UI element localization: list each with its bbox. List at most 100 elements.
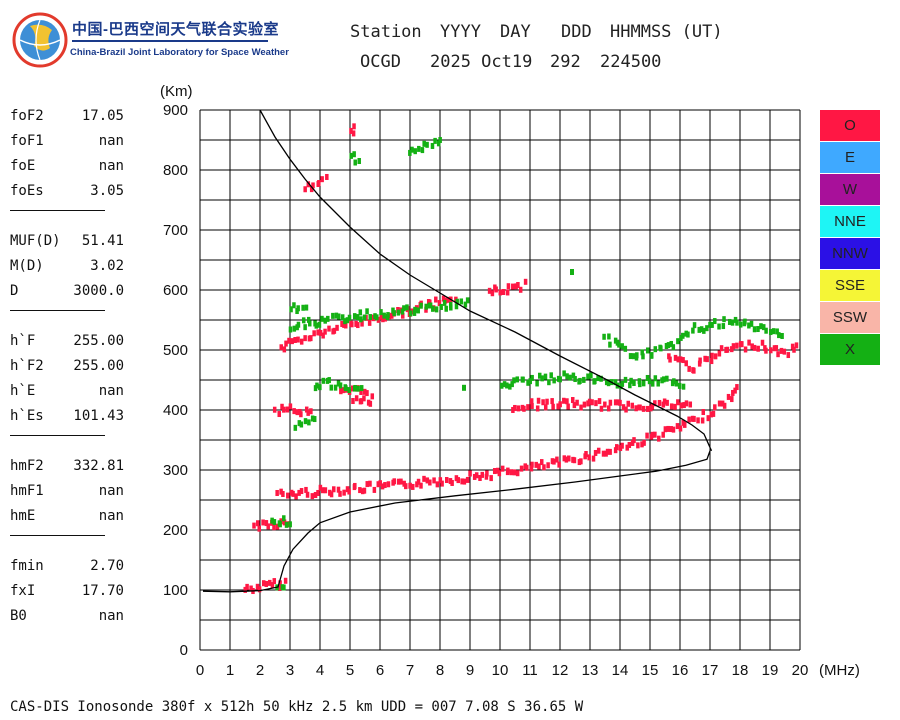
echo-point <box>280 403 284 410</box>
x-axis-label: (MHz) <box>819 662 860 679</box>
echo-point <box>308 320 312 327</box>
echo-point <box>555 456 559 463</box>
echo-point <box>386 481 391 488</box>
logo-divider <box>72 40 268 42</box>
echo-point <box>530 461 534 468</box>
echo-point <box>318 384 322 391</box>
echo-point <box>311 182 315 189</box>
echo-point <box>722 316 726 323</box>
echo-point <box>296 305 300 312</box>
echo-point <box>514 283 518 290</box>
echo-point <box>725 346 730 353</box>
param-value: nan <box>98 508 124 524</box>
echo-point <box>747 339 751 346</box>
param-row-foe: foE nan <box>10 158 150 176</box>
echo-point <box>454 475 459 482</box>
echo-point <box>641 405 646 412</box>
echo-point <box>671 344 676 351</box>
x-tick-label: 16 <box>672 662 689 679</box>
echo-point <box>776 351 780 358</box>
y-tick-label: 700 <box>163 222 188 239</box>
param-key: foE <box>10 158 36 174</box>
echo-point <box>676 399 680 406</box>
echo-point <box>519 465 524 472</box>
echo-point <box>679 334 683 341</box>
echo-point <box>713 353 718 360</box>
echo-point <box>375 314 379 321</box>
x-tick-label: 7 <box>406 662 414 679</box>
echo-point <box>666 342 671 349</box>
echo-point <box>382 312 386 319</box>
echo-point <box>529 465 534 472</box>
echo-point <box>506 283 511 290</box>
echo-point <box>713 318 717 325</box>
echo-point <box>410 308 415 315</box>
echo-point <box>743 318 747 325</box>
param-value: nan <box>98 133 124 149</box>
echo-point <box>424 303 428 310</box>
echo-point <box>272 406 277 413</box>
param-value: 2.70 <box>90 558 124 574</box>
param-group-separator <box>10 210 105 211</box>
echo-point <box>676 338 680 345</box>
echo-point <box>352 123 356 130</box>
echo-point <box>515 376 520 383</box>
echo-point <box>294 493 298 500</box>
echo-point <box>444 477 449 484</box>
echo-point <box>422 140 426 147</box>
echo-point <box>411 483 415 490</box>
echo-point <box>575 399 579 406</box>
echo-point <box>329 384 334 391</box>
param-value: nan <box>98 608 124 624</box>
param-row-fxi: fxI 17.70 <box>10 583 150 601</box>
param-key: h`F2 <box>10 358 44 374</box>
echo-point <box>499 382 504 389</box>
echo-point <box>304 486 308 493</box>
echo-point <box>396 478 401 485</box>
legend-item-x: X <box>820 334 880 365</box>
echo-point <box>449 304 453 311</box>
echo-point <box>478 474 482 481</box>
echo-point <box>665 375 669 382</box>
echo-point <box>303 324 307 331</box>
param-row-hf: h`F 255.00 <box>10 333 150 351</box>
echo-point <box>331 312 335 319</box>
echo-point <box>279 344 283 351</box>
echo-point <box>593 449 598 456</box>
echo-point <box>567 455 571 462</box>
echo-point <box>701 409 706 416</box>
y-tick-label: 500 <box>163 342 188 359</box>
echo-point <box>502 381 507 388</box>
echo-point <box>368 314 373 321</box>
echo-point <box>771 328 776 335</box>
echo-point <box>310 493 315 500</box>
echo-point <box>545 398 549 405</box>
echo-point <box>565 373 569 380</box>
echo-point <box>662 376 666 383</box>
echo-point <box>487 287 492 294</box>
echo-point <box>356 385 360 392</box>
echo-point <box>615 444 619 451</box>
echo-point <box>603 401 607 408</box>
echo-point <box>352 151 356 158</box>
echo-point <box>344 322 348 329</box>
echo-point <box>628 382 632 389</box>
echo-point <box>396 309 401 316</box>
echo-point <box>621 404 626 411</box>
echo-point <box>631 353 636 360</box>
legend-item-o: O <box>820 110 880 141</box>
echo-point <box>780 332 784 339</box>
echo-point <box>764 327 768 334</box>
echo-point <box>657 399 662 406</box>
echo-point <box>257 586 262 593</box>
header-label-station: Station <box>350 22 422 42</box>
echo-point <box>288 403 293 410</box>
echo-point <box>436 140 441 147</box>
echo-point <box>735 342 739 349</box>
echo-point <box>653 431 657 438</box>
echo-point <box>494 286 498 293</box>
echo-point <box>664 343 669 350</box>
echo-point <box>339 388 343 395</box>
echo-point <box>329 491 334 498</box>
